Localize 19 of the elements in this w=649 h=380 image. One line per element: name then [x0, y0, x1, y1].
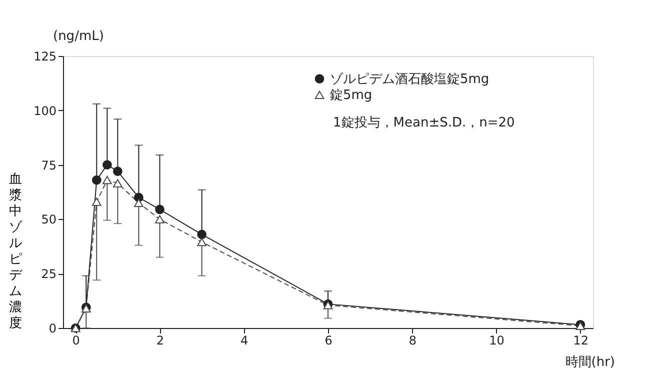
annotation: 1錠投与，Mean±S.D.，n=20 [333, 115, 515, 130]
x-tick-label: 12 [573, 334, 589, 348]
x-tick-label: 0 [72, 334, 80, 348]
y-tick-label: 25 [41, 267, 56, 282]
text: (ng/mL) [53, 29, 104, 44]
x-axis-title: 時間(hr) [565, 355, 615, 370]
y-tick-label: 125 [34, 50, 56, 64]
y-tick-label: 0 [48, 322, 56, 336]
x-tick-label: 6 [324, 334, 332, 348]
x-tick-label: 8 [408, 334, 416, 348]
y-tick-label: 100 [34, 104, 56, 118]
legend-label: ゾルピデム酒石酸塩錠5mg [330, 72, 490, 87]
y-tick-label: 75 [41, 158, 56, 172]
legend-label: 錠5mg [330, 88, 372, 103]
x-tick-label: 2 [156, 334, 164, 348]
x-tick-label: 4 [240, 334, 248, 348]
y-tick-label: 50 [41, 212, 56, 227]
text: 血漿中ゾルピデム濃度 [9, 172, 22, 331]
x-tick-label: 10 [489, 334, 504, 348]
